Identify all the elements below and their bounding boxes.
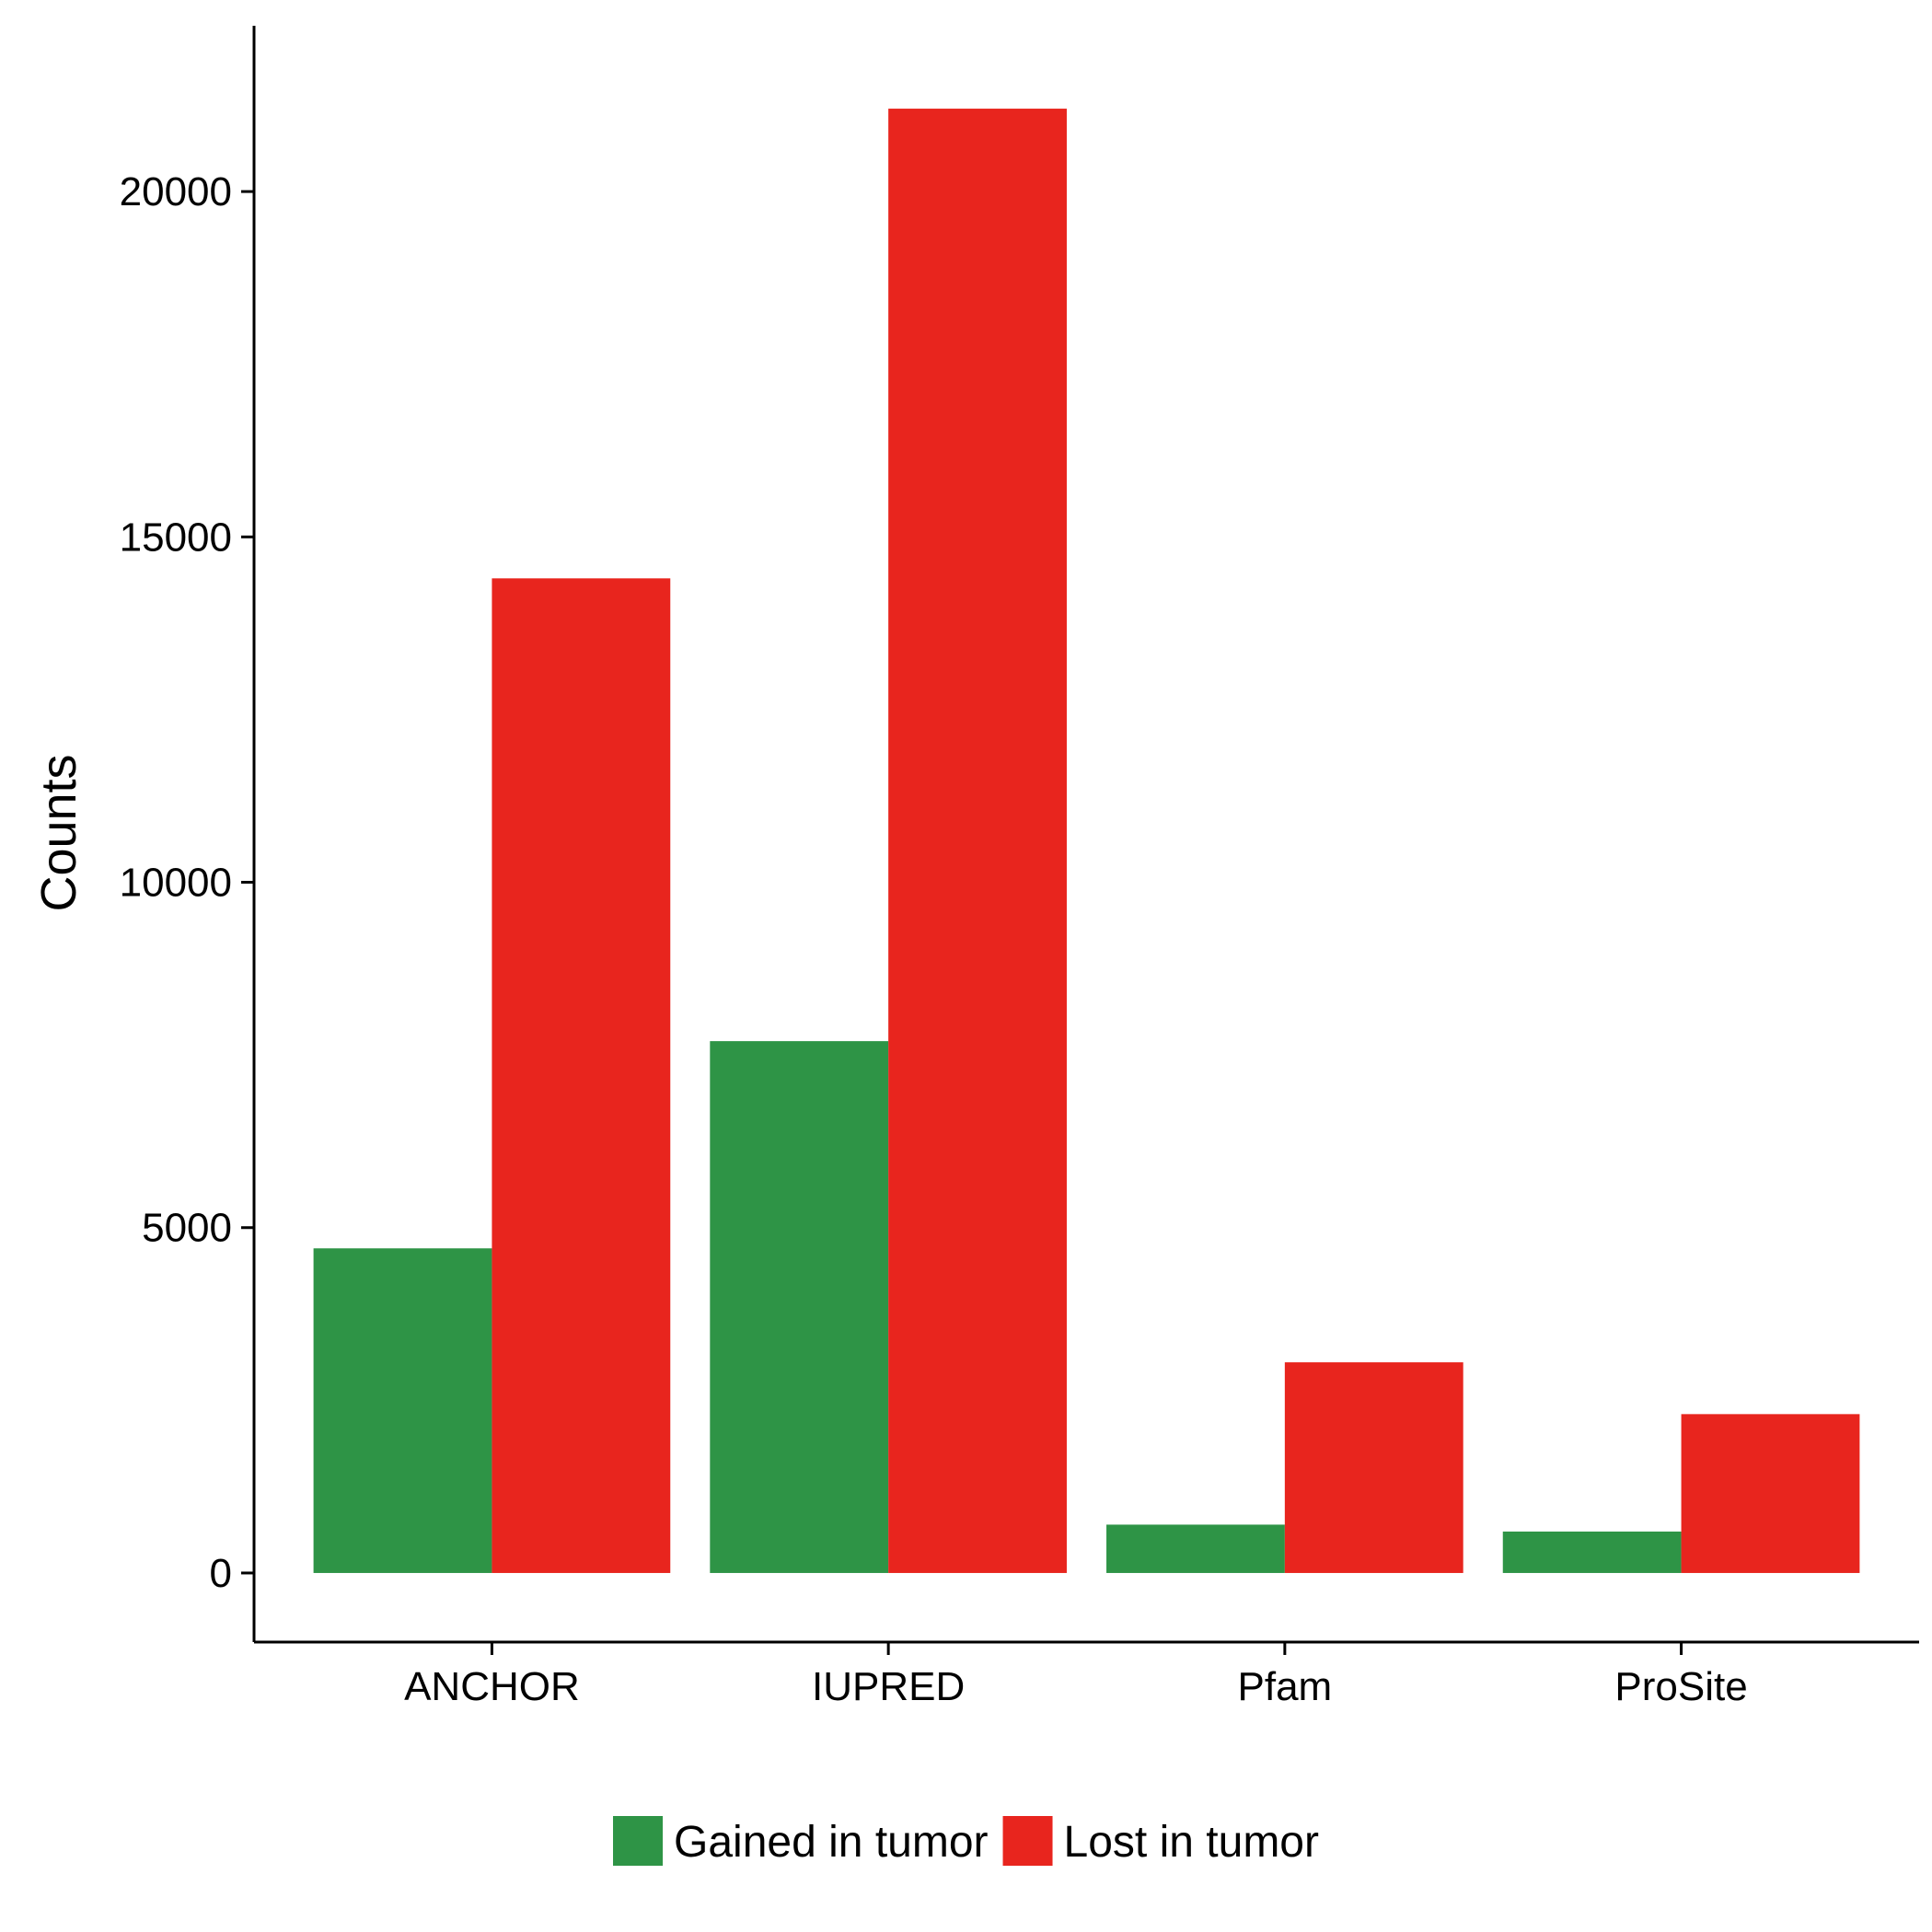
y-tick-label: 20000 (120, 169, 232, 214)
legend: Gained in tumor Lost in tumor (613, 1816, 1319, 1867)
y-tick-label: 0 (210, 1551, 232, 1596)
bar-iupred-lost (888, 109, 1067, 1573)
legend-key-lost (1002, 1816, 1053, 1866)
bars-layer (313, 109, 1860, 1573)
y-axis: 0 5000 10000 15000 20000 (120, 26, 256, 1642)
bar-prosite-lost (1681, 1414, 1860, 1573)
y-tick-label: 15000 (120, 515, 232, 560)
x-axis: ANCHOR IUPRED Pfam ProSite (254, 1640, 1919, 1709)
bar-anchor-lost (492, 578, 671, 1573)
y-tick-label: 10000 (120, 861, 232, 906)
legend-label-gained: Gained in tumor (674, 1818, 989, 1867)
bar-pfam-lost (1284, 1362, 1463, 1573)
bar-anchor-gained (313, 1248, 492, 1573)
x-tick-label: ANCHOR (404, 1664, 580, 1709)
bar-pfam-gained (1106, 1524, 1285, 1573)
x-tick-label: ProSite (1614, 1664, 1747, 1709)
y-axis-title: Counts (31, 754, 87, 911)
x-tick-label: IUPRED (812, 1664, 965, 1709)
legend-label-lost: Lost in tumor (1064, 1818, 1319, 1867)
bar-iupred-gained (710, 1041, 889, 1573)
bar-prosite-gained (1502, 1531, 1682, 1573)
legend-key-gained (613, 1816, 664, 1866)
y-tick-label: 5000 (142, 1206, 232, 1251)
x-tick-label: Pfam (1238, 1664, 1333, 1709)
